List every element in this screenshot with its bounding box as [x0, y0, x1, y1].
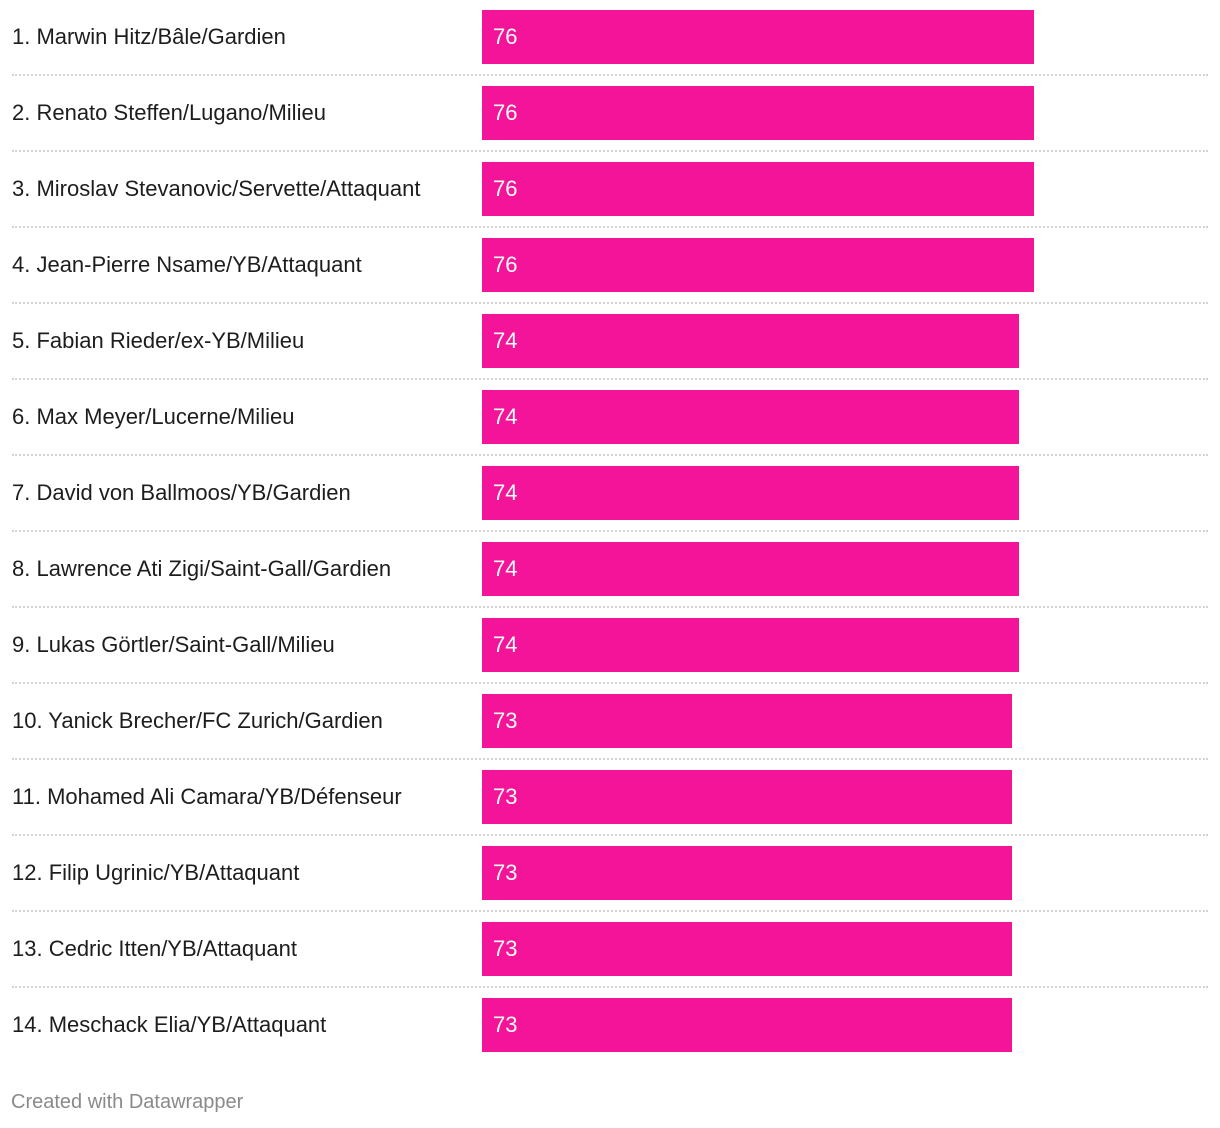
category-label: 8. Lawrence Ati Zigi/Saint-Gall/Gardien — [12, 556, 392, 581]
row-separator — [12, 226, 1208, 228]
value-label: 73 — [493, 860, 518, 885]
bar: 76 — [482, 10, 1034, 64]
row-separator — [12, 530, 1208, 532]
row-separator — [12, 378, 1208, 380]
row-separator — [12, 986, 1208, 988]
category-label: 13. Cedric Itten/YB/Attaquant — [12, 936, 297, 961]
category-label: 5. Fabian Rieder/ex-YB/Milieu — [12, 328, 305, 353]
bar: 74 — [482, 542, 1020, 596]
value-label: 73 — [493, 936, 518, 961]
category-label: 11. Mohamed Ali Camara/YB/Défenseur — [12, 784, 402, 809]
value-label: 73 — [493, 708, 518, 733]
category-label: 3. Miroslav Stevanovic/Servette/Attaquan… — [12, 176, 421, 201]
value-label: 73 — [493, 1012, 518, 1037]
bar-row: 5. Fabian Rieder/ex-YB/Milieu 74 — [0, 304, 1220, 380]
bar-row: 6. Max Meyer/Lucerne/Milieu 74 — [0, 380, 1220, 456]
category-label: 12. Filip Ugrinic/YB/Attaquant — [12, 860, 300, 885]
row-separator — [12, 302, 1208, 304]
value-label: 74 — [493, 632, 518, 657]
bar: 74 — [482, 390, 1020, 444]
footer-credit[interactable]: Created with Datawrapper — [11, 1091, 244, 1113]
value-label: 76 — [493, 176, 518, 201]
bar: 74 — [482, 314, 1020, 368]
row-separator — [12, 150, 1208, 152]
value-label: 74 — [493, 556, 518, 581]
value-label: 73 — [493, 784, 518, 809]
row-separator — [12, 606, 1208, 608]
bar: 76 — [482, 162, 1034, 216]
value-label: 74 — [493, 328, 518, 353]
category-label: 7. David von Ballmoos/YB/Gardien — [12, 480, 351, 505]
value-label: 76 — [493, 24, 518, 49]
bar-row: 9. Lukas Görtler/Saint-Gall/Milieu 74 — [0, 608, 1220, 684]
bar-row: 8. Lawrence Ati Zigi/Saint-Gall/Gardien 7… — [0, 532, 1220, 608]
bar: 73 — [482, 694, 1012, 748]
row-separator — [12, 74, 1208, 76]
bar: 76 — [482, 238, 1034, 292]
bar-chart: 1. Marwin Hitz/Bâle/Gardien 76 2. Renato S… — [0, 0, 1220, 1064]
bar-row: 4. Jean-Pierre Nsame/YB/Attaquant 76 — [0, 228, 1220, 304]
category-label: 1. Marwin Hitz/Bâle/Gardien — [12, 24, 286, 49]
bar: 73 — [482, 770, 1012, 824]
category-label: 14. Meschack Elia/YB/Attaquant — [12, 1012, 327, 1037]
bar-row: 1. Marwin Hitz/Bâle/Gardien 76 — [0, 0, 1220, 76]
category-label: 2. Renato Steffen/Lugano/Milieu — [12, 100, 326, 125]
bar: 73 — [482, 922, 1012, 976]
category-label: 4. Jean-Pierre Nsame/YB/Attaquant — [12, 252, 362, 277]
bar: 73 — [482, 998, 1012, 1052]
category-label: 10. Yanick Brecher/FC Zurich/Gardien — [12, 708, 383, 733]
category-label: 9. Lukas Görtler/Saint-Gall/Milieu — [12, 632, 335, 657]
row-separator — [12, 682, 1208, 684]
row-separator — [12, 454, 1208, 456]
value-label: 76 — [493, 100, 518, 125]
bar-row: 10. Yanick Brecher/FC Zurich/Gardien 73 — [0, 684, 1220, 760]
bar-row: 13. Cedric Itten/YB/Attaquant 73 — [0, 912, 1220, 988]
bar-row: 3. Miroslav Stevanovic/Servette/Attaquan… — [0, 152, 1220, 228]
bar-row: 11. Mohamed Ali Camara/YB/Défenseur 73 — [0, 760, 1220, 836]
bar-row: 2. Renato Steffen/Lugano/Milieu 76 — [0, 76, 1220, 152]
category-label: 6. Max Meyer/Lucerne/Milieu — [12, 404, 295, 429]
bar: 74 — [482, 466, 1020, 520]
bar-row: 14. Meschack Elia/YB/Attaquant 73 — [0, 988, 1220, 1064]
bar-row: 7. David von Ballmoos/YB/Gardien 74 — [0, 456, 1220, 532]
bar: 76 — [482, 86, 1034, 140]
bar: 73 — [482, 846, 1012, 900]
row-separator — [12, 910, 1208, 912]
value-label: 74 — [493, 404, 518, 429]
value-label: 76 — [493, 252, 518, 277]
value-label: 74 — [493, 480, 518, 505]
bar: 74 — [482, 618, 1020, 672]
row-separator — [12, 758, 1208, 760]
bar-row: 12. Filip Ugrinic/YB/Attaquant 73 — [0, 836, 1220, 912]
row-separator — [12, 834, 1208, 836]
